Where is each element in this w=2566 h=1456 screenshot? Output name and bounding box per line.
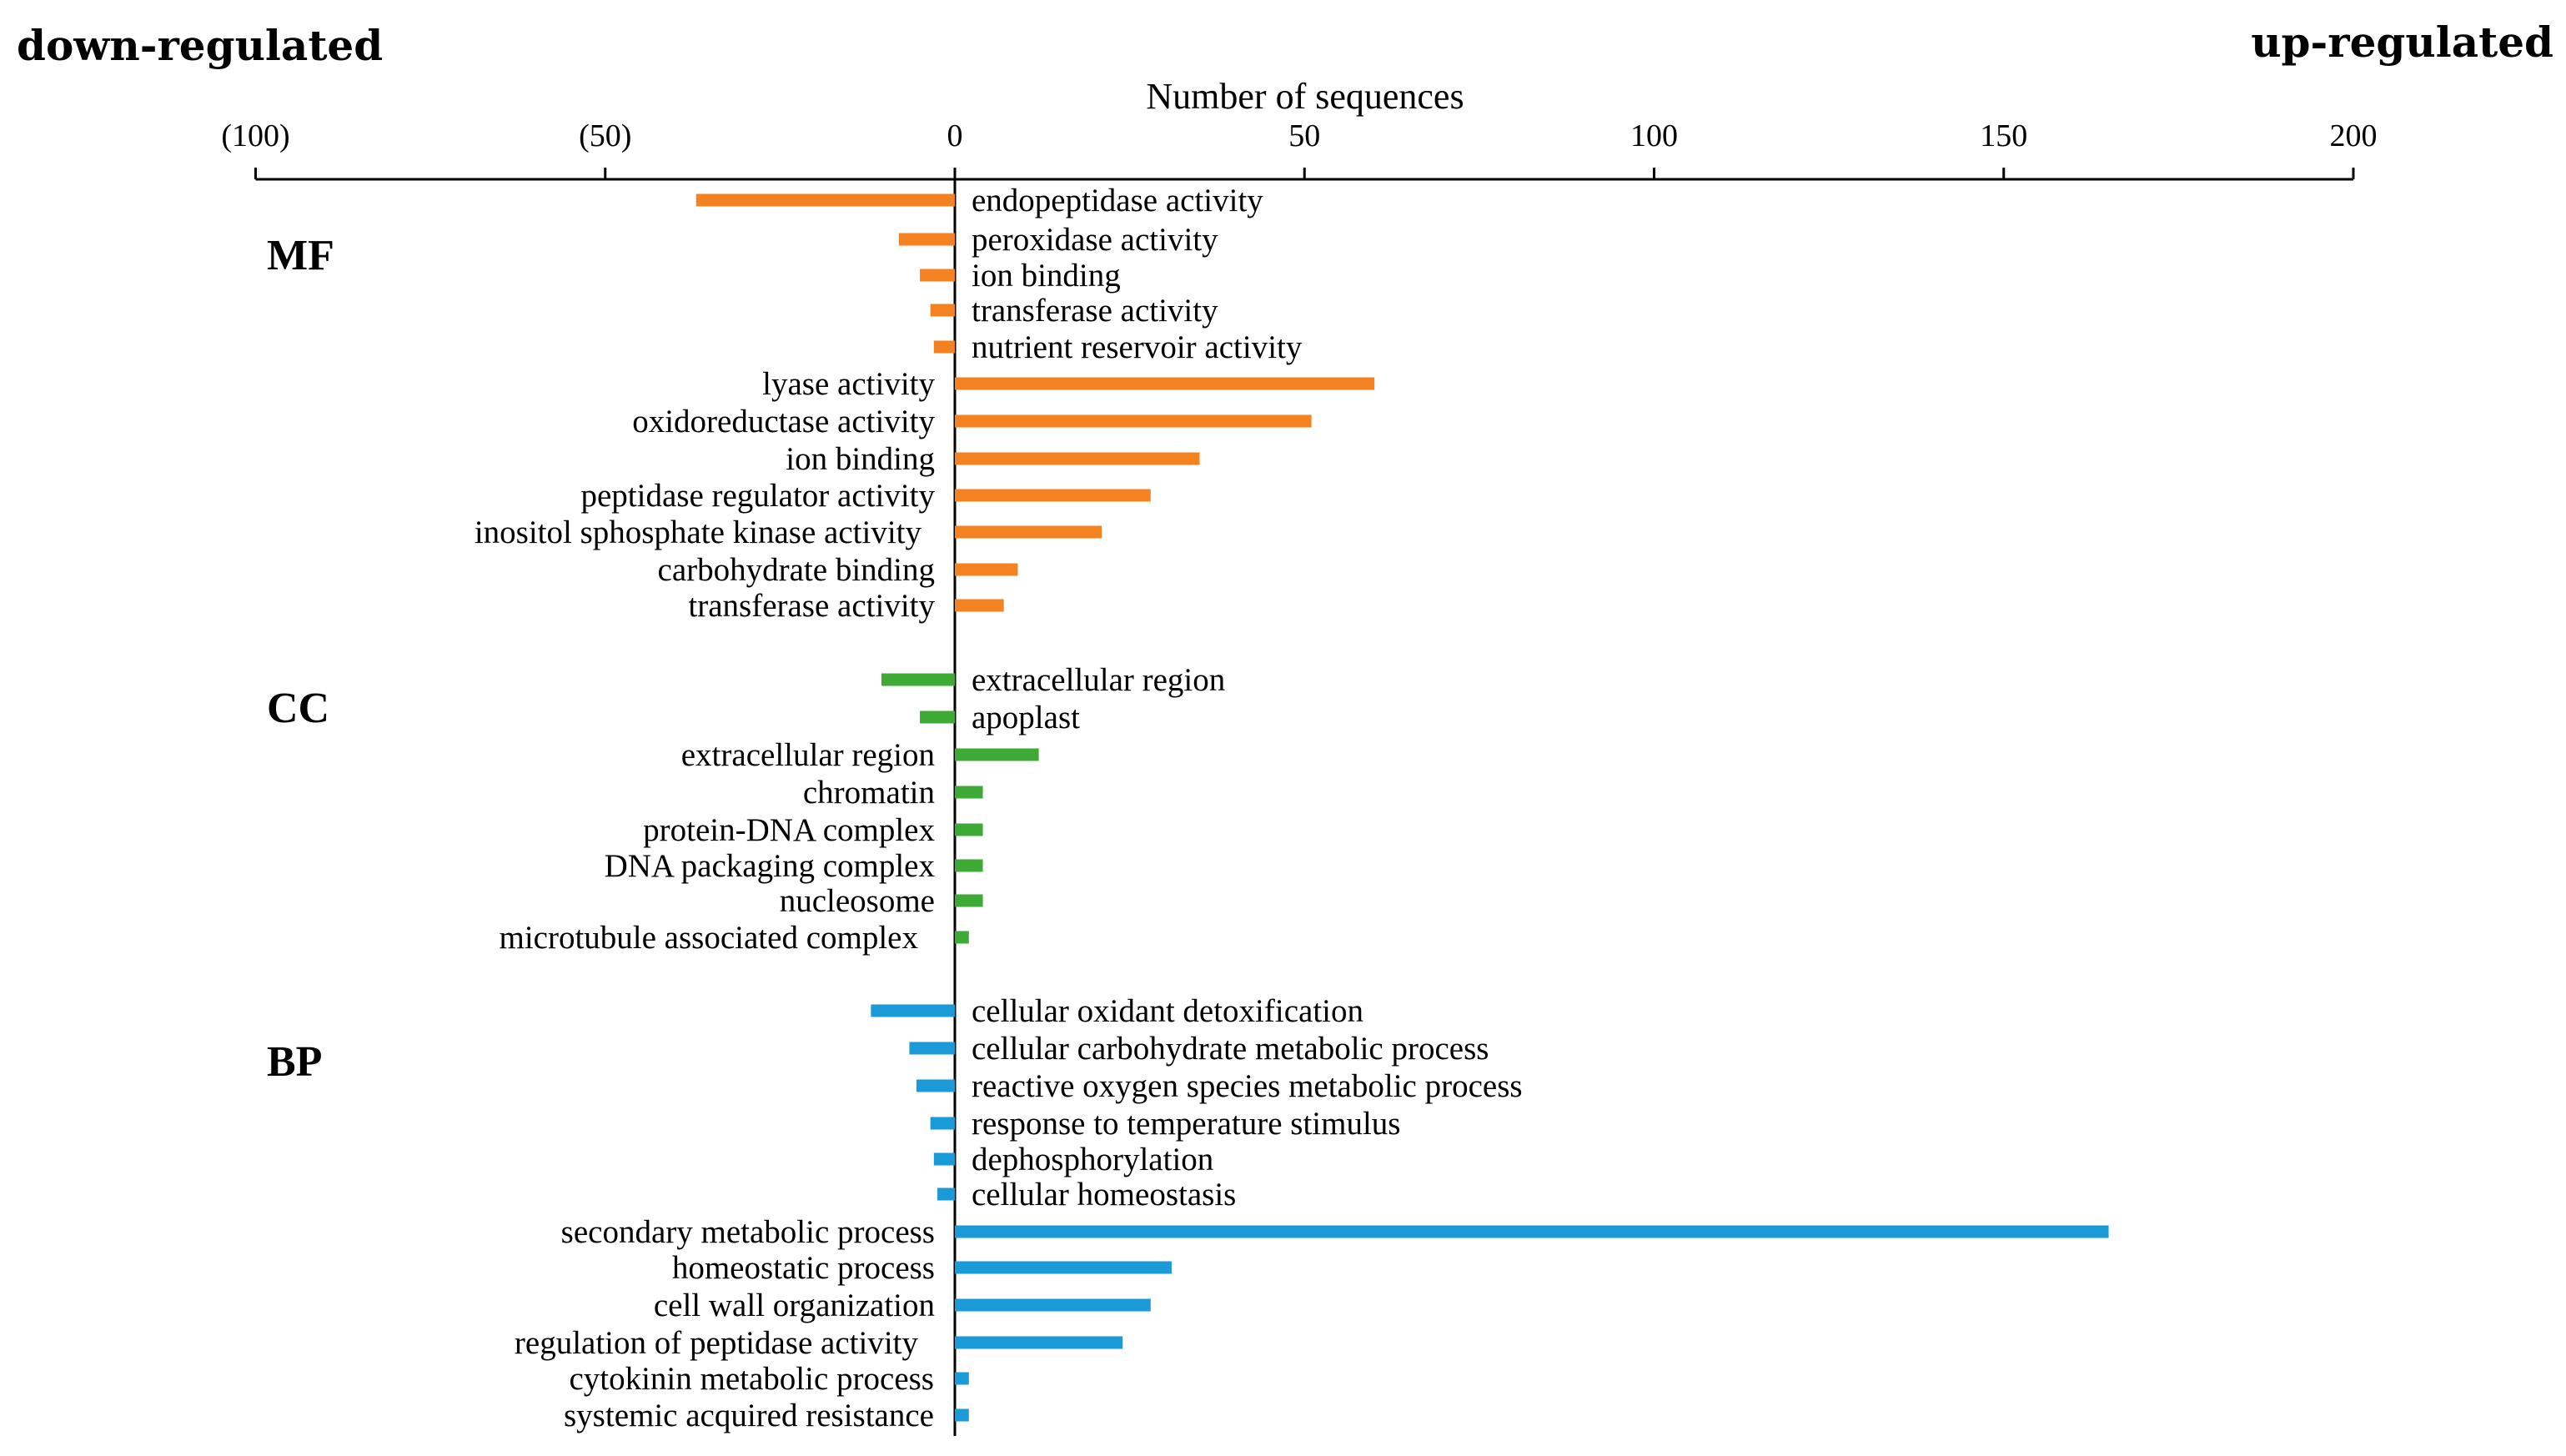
- category-label: cytokinin metabolic process: [569, 1361, 934, 1397]
- category-label: DNA packaging complex: [605, 848, 936, 884]
- category-label: carbohydrate binding: [658, 552, 935, 588]
- bar-mf-6: [955, 414, 1312, 428]
- category-label: dephosphorylation: [972, 1142, 1213, 1177]
- category-label: systemic acquired resistance: [564, 1398, 934, 1433]
- bar-cc-6: [955, 894, 983, 907]
- bar-mf-11: [955, 599, 1004, 612]
- bar-cc-2: [955, 748, 1039, 761]
- category-label: nucleosome: [780, 883, 935, 919]
- group-label-bp: BP: [267, 1038, 322, 1086]
- category-label: ion binding: [972, 258, 1121, 294]
- category-label: cellular homeostasis: [972, 1177, 1236, 1212]
- bar-bp-7: [955, 1261, 1172, 1274]
- bar-mf-3: [930, 304, 955, 317]
- bar-bp-5: [937, 1187, 955, 1201]
- category-label: cellular oxidant detoxification: [972, 993, 1363, 1029]
- category-label: response to temperature stimulus: [972, 1106, 1400, 1142]
- category-label: cellular carbohydrate metabolic process: [972, 1031, 1489, 1067]
- category-label: cell wall organization: [654, 1288, 935, 1323]
- x-tick-label: 100: [1630, 118, 1678, 153]
- x-tick-label: 0: [947, 118, 963, 153]
- bar-bp-9: [955, 1336, 1123, 1349]
- bar-mf-5: [955, 377, 1375, 390]
- bar-bp-1: [909, 1042, 955, 1055]
- bar-mf-4: [933, 340, 955, 354]
- category-label: transferase activity: [972, 293, 1218, 329]
- bars: [695, 193, 2109, 1422]
- bar-cc-4: [955, 823, 983, 836]
- x-axis: (100) (50) 0 50 100 150 200: [221, 118, 2378, 1436]
- bar-bp-0: [871, 1004, 955, 1017]
- x-tick-label: (50): [579, 118, 631, 153]
- down-regulated-label: down-regulated: [17, 21, 383, 70]
- category-label: reactive oxygen species metabolic proces…: [972, 1068, 1523, 1104]
- bar-mf-7: [955, 452, 1200, 465]
- x-tick-label: 50: [1288, 118, 1320, 153]
- bar-bp-6: [955, 1225, 2109, 1238]
- bar-bp-8: [955, 1298, 1151, 1312]
- bar-mf-0: [695, 193, 955, 207]
- x-tick-label: (100): [221, 118, 289, 153]
- bar-cc-0: [881, 673, 955, 686]
- bar-mf-10: [955, 563, 1018, 576]
- x-axis-title: Number of sequences: [1146, 76, 1464, 117]
- up-regulated-label: up-regulated: [2251, 18, 2553, 67]
- bar-bp-2: [916, 1079, 955, 1092]
- category-label: endopeptidase activity: [972, 183, 1263, 218]
- group-labels: MF CC BP: [267, 232, 334, 1086]
- category-label: oxidoreductase activity: [632, 404, 935, 439]
- category-label: chromatin: [803, 775, 935, 811]
- category-label: apoplast: [972, 700, 1080, 736]
- bar-mf-1: [898, 233, 955, 246]
- bar-mf-9: [955, 525, 1102, 539]
- bar-bp-3: [930, 1117, 955, 1130]
- category-label: peroxidase activity: [972, 222, 1218, 258]
- category-label: extracellular region: [972, 662, 1225, 698]
- category-label: regulation of peptidase activity: [515, 1325, 919, 1361]
- x-tick-label: 150: [1980, 118, 2027, 153]
- category-label: secondary metabolic process: [561, 1214, 935, 1250]
- category-label: inositol sphosphate kinase activity: [475, 515, 922, 550]
- category-label: microtubule associated complex: [499, 920, 918, 956]
- bar-mf-8: [955, 489, 1151, 502]
- category-label: lyase activity: [762, 366, 935, 402]
- bar-bp-11: [955, 1408, 969, 1422]
- category-label: protein-DNA complex: [643, 812, 935, 848]
- category-label: homeostatic process: [672, 1250, 935, 1286]
- category-labels: endopeptidase activity peroxidase activit…: [475, 183, 1523, 1433]
- category-label: peptidase regulator activity: [580, 478, 935, 514]
- bar-mf-2: [920, 269, 955, 282]
- bar-bp-10: [955, 1372, 969, 1385]
- category-label: extracellular region: [681, 737, 935, 773]
- category-label: ion binding: [786, 441, 935, 477]
- bar-cc-3: [955, 786, 983, 799]
- group-label-mf: MF: [267, 232, 334, 279]
- category-label: nutrient reservoir activity: [972, 329, 1303, 365]
- category-label: transferase activity: [688, 588, 935, 624]
- bar-cc-1: [920, 710, 955, 724]
- x-tick-label: 200: [2330, 118, 2378, 153]
- bar-cc-5: [955, 859, 983, 872]
- group-label-cc: CC: [267, 685, 329, 732]
- bar-cc-7: [955, 931, 969, 944]
- bar-bp-4: [933, 1152, 955, 1166]
